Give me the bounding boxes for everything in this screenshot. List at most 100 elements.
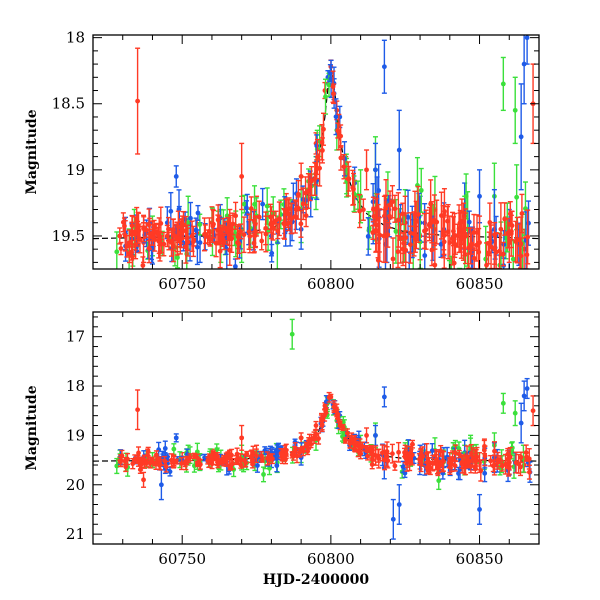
red-data-point	[360, 198, 366, 221]
red-data-point	[179, 456, 185, 471]
red-data-point	[434, 199, 440, 245]
red-data-point	[524, 236, 530, 269]
red-data-point	[179, 218, 185, 241]
red-data-point	[171, 455, 177, 468]
red-data-point	[184, 459, 190, 466]
green-data-point	[500, 56, 506, 112]
x-tick-label: 60850	[456, 275, 504, 293]
red-data-point	[319, 418, 325, 431]
red-data-point	[250, 445, 256, 460]
blue-data-point	[390, 498, 396, 540]
red-data-point	[161, 231, 167, 257]
red-data-point	[217, 234, 223, 269]
red-data-point	[247, 219, 253, 254]
red-data-point	[396, 441, 402, 463]
blue-data-point	[521, 380, 527, 412]
blue-data-point	[396, 484, 402, 525]
red-data-point	[392, 194, 398, 223]
y-tick-label: 18	[66, 29, 85, 47]
red-data-point	[426, 457, 432, 474]
red-data-point	[138, 458, 144, 471]
green-data-point	[114, 231, 120, 269]
red-data-point	[493, 232, 499, 269]
red-data-point	[241, 216, 247, 254]
blue-data-point	[396, 109, 402, 191]
y-tick-label: 19	[66, 161, 85, 179]
red-data-point	[502, 202, 508, 236]
red-data-point	[205, 229, 211, 244]
red-data-point	[376, 216, 382, 253]
blue-data-point	[260, 187, 266, 221]
red-data-point	[364, 427, 370, 444]
red-data-point	[459, 454, 465, 474]
red-data-point	[495, 455, 501, 470]
red-data-point	[250, 459, 256, 469]
red-data-point	[229, 457, 235, 470]
red-data-point	[129, 221, 135, 248]
red-data-point	[464, 445, 470, 468]
red-data-point	[392, 460, 398, 471]
red-data-point	[196, 457, 202, 468]
red-data-point	[482, 445, 488, 467]
red-data-point	[466, 227, 472, 269]
red-data-point	[472, 452, 478, 470]
y-tick-label: 18	[66, 377, 85, 395]
blue-data-point	[243, 200, 249, 216]
red-data-point	[385, 221, 391, 248]
red-data-point	[214, 452, 220, 461]
red-data-point	[390, 237, 396, 269]
red-data-point	[349, 432, 355, 445]
red-data-point	[162, 455, 168, 466]
blue-data-point	[274, 458, 280, 473]
red-data-point	[376, 448, 382, 469]
red-data-point	[303, 204, 309, 228]
red-data-point	[313, 429, 319, 440]
red-data-point	[513, 451, 519, 474]
red-data-point	[429, 201, 435, 244]
green-data-point	[512, 400, 518, 427]
red-data-point	[239, 142, 245, 211]
red-data-point	[438, 191, 444, 240]
red-data-point	[268, 215, 274, 234]
blue-data-point	[195, 204, 201, 221]
blue-data-point	[372, 424, 378, 446]
red-data-point	[298, 432, 304, 444]
red-data-point	[486, 241, 492, 265]
x-tick-label: 60750	[158, 550, 206, 568]
y-tick-label: 17	[66, 328, 85, 346]
red-data-point	[526, 448, 532, 470]
red-data-point	[165, 216, 171, 242]
red-data-point	[384, 446, 390, 468]
red-data-point	[417, 453, 423, 464]
blue-data-point	[173, 165, 179, 188]
red-data-point	[201, 217, 207, 252]
red-data-point	[275, 223, 281, 240]
red-data-point	[135, 47, 141, 155]
y-axis-label: Magnitude	[24, 385, 40, 470]
red-data-point	[286, 197, 292, 221]
plot-area	[93, 35, 539, 269]
red-data-point	[147, 457, 153, 469]
red-data-point	[118, 241, 124, 256]
blue-data-point	[477, 493, 483, 525]
red-data-point	[421, 212, 427, 250]
bottom-panel: 60750 60800 60850 17 18 19 20 21 Magnitude HJD-24…	[24, 311, 540, 588]
red-data-point	[189, 220, 195, 253]
red-data-point	[172, 223, 178, 249]
top-panel: 60750 60800 60850 18 18.5 19 19.5 Magnitude	[24, 29, 540, 293]
red-data-point	[221, 234, 227, 251]
blue-data-point	[518, 83, 524, 191]
red-data-point	[227, 450, 233, 459]
red-data-point	[259, 456, 265, 463]
y-tick-label: 19	[66, 426, 85, 444]
red-data-point	[364, 444, 370, 452]
red-data-point	[331, 400, 337, 414]
red-data-point	[426, 212, 432, 238]
red-data-point	[141, 471, 147, 488]
red-data-point	[298, 209, 304, 238]
red-data-point	[123, 461, 129, 473]
red-data-point	[403, 212, 409, 264]
red-data-point	[225, 220, 231, 242]
blue-data-point	[381, 39, 387, 94]
y-tick-label: 21	[66, 525, 85, 543]
